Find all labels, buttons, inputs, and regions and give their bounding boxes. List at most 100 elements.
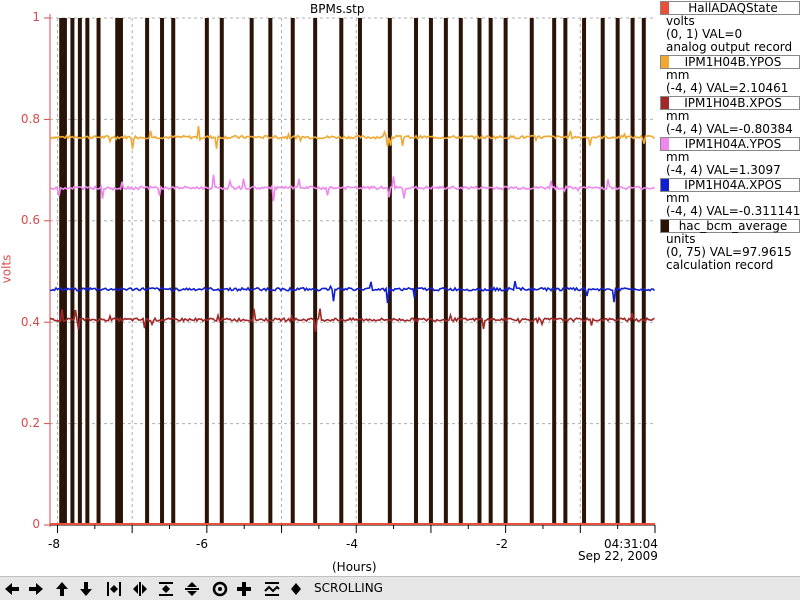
bcm-spike (477, 18, 482, 525)
bcm-spike (59, 18, 64, 525)
legend-entry[interactable]: IPM1H04B.YPOS mm (-4, 4) VAL=2.10461 (660, 55, 800, 95)
time-label: 04:31:04 (604, 537, 658, 551)
bcm-spike (630, 18, 635, 525)
zoom-out-x-button[interactable] (130, 579, 150, 599)
xtick-label-3: -2 (496, 537, 508, 551)
bcm-spike (387, 18, 392, 525)
auto-scale-button[interactable] (210, 579, 230, 599)
pan-up-button[interactable] (52, 579, 72, 599)
scroll-mode-icon (264, 582, 280, 596)
legend-unit: volts (666, 14, 695, 28)
pan-up-icon (56, 582, 68, 596)
legend-color (661, 2, 669, 14)
zoom-in-x-icon (107, 582, 121, 596)
bcm-spike (77, 18, 82, 525)
xtick-label-0: -8 (48, 537, 60, 551)
legend-entry[interactable]: HallADAQState volts (0, 1) VAL=0 analog out… (660, 1, 800, 54)
legend-range: (-4, 4) VAL=1.3097 (666, 163, 781, 177)
bcm-spike (357, 18, 362, 525)
bcm-spike (219, 18, 224, 525)
toolbar: SCROLLING (0, 576, 800, 600)
bcm-spike (339, 18, 344, 525)
bcm-spike (290, 18, 295, 525)
legend-color (661, 97, 669, 109)
legend-unit: mm (666, 150, 690, 164)
legend-name: IPM1H04B.XPOS (684, 96, 782, 110)
legend-entry[interactable]: IPM1H04A.YPOS mm (-4, 4) VAL=1.3097 (660, 137, 800, 177)
bcm-spike (428, 18, 433, 525)
legend-name: HallADAQState (688, 1, 778, 15)
scroll-lock-icon (291, 583, 301, 595)
legend-desc: calculation record (666, 258, 774, 272)
plot-title: BPMs.stp (310, 2, 365, 16)
bcm-spike (600, 18, 605, 525)
strip-chart[interactable] (0, 0, 660, 576)
pan-left-button[interactable] (2, 579, 22, 599)
pan-down-button[interactable] (76, 579, 96, 599)
legend-swatch[interactable]: IPM1H04A.XPOS (660, 178, 800, 192)
bcm-spike (503, 18, 508, 525)
bcm-spike (62, 18, 67, 525)
legend-range: (0, 75) VAL=97.9615 (666, 245, 792, 259)
legend: HallADAQState volts (0, 1) VAL=0 analog out… (660, 0, 800, 272)
legend-desc: analog output record (666, 40, 793, 54)
legend-color (661, 179, 669, 191)
legend-range: (-4, 4) VAL=2.10461 (666, 81, 789, 95)
legend-unit: mm (666, 68, 690, 82)
legend-entry[interactable]: IPM1H04A.XPOS mm (-4, 4) VAL=-0.311141 (660, 178, 800, 218)
y-axis-label: volts (0, 254, 14, 284)
series-line (49, 308, 655, 332)
bcm-spike (529, 18, 534, 525)
pan-down-icon (80, 582, 92, 596)
bcm-spike (582, 18, 587, 525)
bcm-spike (313, 18, 318, 525)
zoom-in-y-button[interactable] (156, 579, 176, 599)
pan-left-icon (5, 583, 19, 595)
legend-unit: mm (666, 191, 690, 205)
legend-swatch[interactable]: IPM1H04A.YPOS (660, 137, 800, 151)
ytick-label-5: 1 (32, 10, 40, 24)
bcm-spike (488, 18, 493, 525)
bcm-spike (70, 18, 75, 525)
ytick-label-0: 0 (32, 517, 40, 531)
legend-range: (0, 1) VAL=0 (666, 27, 743, 41)
bcm-spike (552, 18, 557, 525)
ytick-label-4: 0.8 (20, 112, 40, 126)
legend-name: hac_bcm_average (678, 219, 788, 233)
bcm-spike (458, 18, 463, 525)
bcm-spike (641, 18, 646, 525)
series-line (49, 174, 655, 202)
ytick-label-2: 0.4 (20, 315, 40, 329)
bcm-spike (171, 18, 176, 525)
bcm-spike (268, 18, 273, 525)
legend-swatch[interactable]: IPM1H04B.XPOS (660, 96, 800, 110)
scroll-lock-button[interactable] (286, 579, 306, 599)
bcm-spike (160, 18, 165, 525)
zoom-in-x-button[interactable] (104, 579, 124, 599)
legend-swatch[interactable]: hac_bcm_average (660, 219, 800, 233)
legend-entry[interactable]: hac_bcm_average units (0, 75) VAL=97.9615 c… (660, 219, 800, 272)
xtick-label-1: -6 (196, 537, 208, 551)
legend-name: IPM1H04A.XPOS (684, 178, 782, 192)
add-button[interactable] (234, 579, 254, 599)
mode-label: SCROLLING (314, 581, 383, 595)
legend-swatch[interactable]: HallADAQState (660, 1, 800, 15)
date-label: Sep 22, 2009 (578, 549, 658, 563)
x-axis-label: (Hours) (332, 560, 377, 574)
legend-swatch[interactable]: IPM1H04B.YPOS (660, 55, 800, 69)
pan-right-icon (29, 583, 43, 595)
auto-scale-icon (212, 581, 228, 597)
legend-entry[interactable]: IPM1H04B.XPOS mm (-4, 4) VAL=-0.80384 (660, 96, 800, 136)
bcm-spike (85, 18, 90, 525)
legend-name: IPM1H04A.YPOS (684, 137, 782, 151)
legend-range: (-4, 4) VAL=-0.80384 (666, 122, 793, 136)
legend-unit: mm (666, 109, 690, 123)
bcm-spike (118, 18, 123, 525)
bcm-spike (615, 18, 620, 525)
pan-right-button[interactable] (26, 579, 46, 599)
legend-color (661, 56, 669, 68)
zoom-out-y-icon (185, 582, 199, 596)
zoom-out-y-button[interactable] (182, 579, 202, 599)
add-icon (237, 582, 251, 596)
scroll-mode-button[interactable] (262, 579, 282, 599)
